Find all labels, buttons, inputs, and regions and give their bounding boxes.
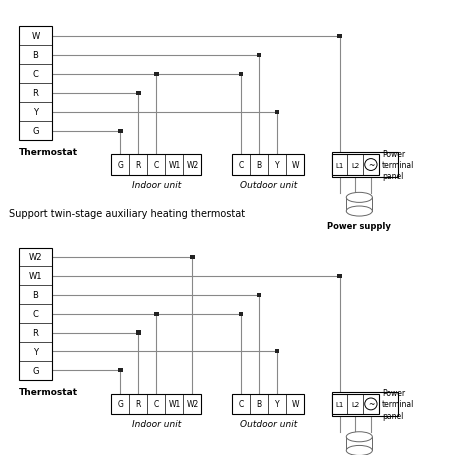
Bar xyxy=(19,248,52,380)
Text: Outdoor unit: Outdoor unit xyxy=(240,420,297,429)
Text: Thermostat: Thermostat xyxy=(19,387,78,396)
Bar xyxy=(232,155,304,175)
Text: R: R xyxy=(136,161,141,170)
Text: B: B xyxy=(257,399,262,409)
Bar xyxy=(332,155,379,175)
Text: W1: W1 xyxy=(168,161,181,170)
Text: C: C xyxy=(33,309,38,318)
Bar xyxy=(154,312,158,316)
Bar xyxy=(190,255,194,259)
Bar xyxy=(118,369,122,373)
Text: Y: Y xyxy=(275,399,280,409)
Text: L1: L1 xyxy=(336,162,344,168)
Bar xyxy=(257,293,262,297)
Text: Thermostat: Thermostat xyxy=(19,148,78,157)
Text: W1: W1 xyxy=(168,399,181,409)
Text: G: G xyxy=(118,399,123,409)
Text: W: W xyxy=(292,399,299,409)
Ellipse shape xyxy=(346,445,373,455)
Bar xyxy=(257,54,262,58)
Text: L2: L2 xyxy=(351,401,359,407)
Bar xyxy=(337,35,342,39)
Bar xyxy=(275,111,279,115)
Text: Indoor unit: Indoor unit xyxy=(132,181,181,190)
Ellipse shape xyxy=(346,207,373,217)
Text: C: C xyxy=(33,70,38,79)
Text: ~: ~ xyxy=(368,399,374,409)
Text: W: W xyxy=(31,32,40,41)
Bar xyxy=(118,130,122,134)
Text: W1: W1 xyxy=(29,272,42,281)
Text: C: C xyxy=(154,399,159,409)
Bar xyxy=(332,394,379,414)
Bar xyxy=(232,394,304,414)
Text: Support twin-stage auxiliary heating thermostat: Support twin-stage auxiliary heating the… xyxy=(9,208,246,218)
Bar xyxy=(332,153,398,177)
Text: B: B xyxy=(33,51,38,60)
Text: L2: L2 xyxy=(351,162,359,168)
Text: L1: L1 xyxy=(336,401,344,407)
Text: C: C xyxy=(238,399,244,409)
Text: Y: Y xyxy=(33,347,38,356)
Text: Y: Y xyxy=(275,161,280,170)
Text: Power
terminal
panel: Power terminal panel xyxy=(382,389,414,420)
Bar xyxy=(111,155,201,175)
Bar xyxy=(239,312,244,316)
Text: B: B xyxy=(257,161,262,170)
Bar xyxy=(136,91,140,96)
Text: Power
terminal
panel: Power terminal panel xyxy=(382,150,414,181)
Bar xyxy=(332,392,398,416)
Ellipse shape xyxy=(346,193,373,203)
Text: C: C xyxy=(238,161,244,170)
Text: G: G xyxy=(32,366,39,375)
Text: G: G xyxy=(32,127,39,136)
Bar xyxy=(19,27,52,141)
Text: R: R xyxy=(33,329,38,337)
Text: W2: W2 xyxy=(186,161,199,170)
Text: Outdoor unit: Outdoor unit xyxy=(240,181,297,190)
Bar xyxy=(154,73,158,77)
Text: W2: W2 xyxy=(29,253,42,262)
Ellipse shape xyxy=(346,432,373,442)
Text: Indoor unit: Indoor unit xyxy=(132,420,181,429)
Text: W: W xyxy=(292,161,299,170)
Bar xyxy=(239,73,244,77)
Text: R: R xyxy=(33,89,38,98)
Text: Y: Y xyxy=(33,108,38,117)
Bar xyxy=(337,274,342,278)
Text: ~: ~ xyxy=(368,161,374,170)
Bar xyxy=(136,331,140,335)
Bar xyxy=(111,394,201,414)
Bar xyxy=(275,349,279,354)
Text: B: B xyxy=(33,291,38,299)
Text: G: G xyxy=(118,161,123,170)
Text: W2: W2 xyxy=(186,399,199,409)
Text: R: R xyxy=(136,399,141,409)
Text: Power supply: Power supply xyxy=(328,222,391,231)
Text: C: C xyxy=(154,161,159,170)
